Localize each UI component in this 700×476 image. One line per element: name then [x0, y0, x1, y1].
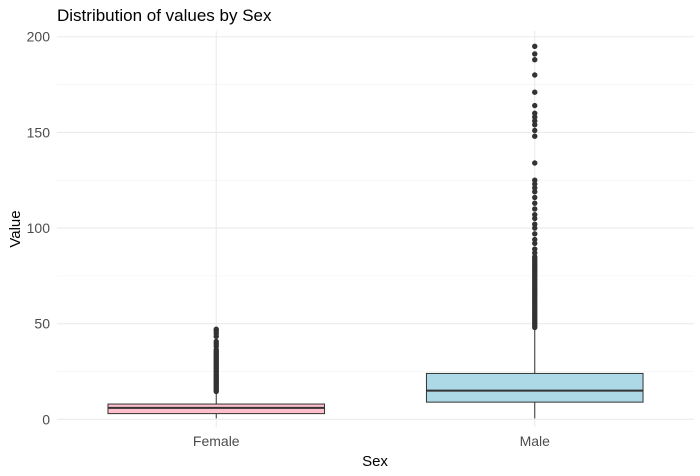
outlier-point [532, 102, 538, 109]
x-tick-label: Male [520, 433, 551, 449]
outlier-point [532, 72, 538, 78]
x-axis-title: Sex [362, 453, 388, 470]
outlier-point [532, 114, 538, 120]
box-male [425, 43, 644, 419]
outlier-point [532, 110, 538, 116]
outlier-point [532, 181, 538, 187]
outlier-point [532, 225, 538, 231]
outlier-point [532, 246, 538, 252]
outlier-point [532, 118, 538, 124]
outlier-point [532, 188, 538, 195]
box-female [107, 326, 326, 419]
grid-lines [57, 31, 694, 427]
outlier-point [532, 215, 538, 222]
x-tick-label: Female [193, 433, 240, 449]
outlier-point [532, 43, 538, 50]
outlier-point [213, 338, 219, 345]
outlier-point [532, 177, 538, 183]
outlier-point [532, 160, 538, 166]
y-tick-label: 50 [34, 316, 50, 332]
outlier-point [532, 194, 538, 201]
outlier-point [532, 51, 538, 57]
outlier-point [532, 236, 538, 243]
outlier-point [532, 240, 538, 247]
outlier-point [532, 254, 538, 260]
outlier-point [532, 127, 538, 134]
outlier-point [532, 89, 538, 95]
boxes [107, 43, 644, 419]
y-tick-label: 150 [27, 124, 51, 140]
x-tick-labels: Female Male [193, 433, 550, 449]
outlier-point [532, 250, 538, 256]
outlier-point [532, 221, 538, 227]
box-iqr [425, 372, 644, 403]
outlier-point [532, 206, 538, 212]
y-tick-label: 0 [42, 411, 50, 427]
outlier-point [532, 133, 538, 139]
outlier-point [532, 56, 538, 63]
y-tick-labels: 0 50 100 150 200 [27, 29, 51, 428]
outlier-point [532, 231, 538, 237]
y-axis-title: Value [7, 210, 24, 247]
outlier-point [532, 185, 538, 191]
y-tick-label: 200 [27, 29, 51, 45]
outlier-point [532, 211, 538, 218]
chart-title: Distribution of values by Sex [57, 6, 272, 25]
outlier-point [532, 122, 538, 128]
y-tick-label: 100 [27, 220, 51, 236]
outlier-point [213, 326, 219, 332]
outlier-point [532, 200, 538, 206]
